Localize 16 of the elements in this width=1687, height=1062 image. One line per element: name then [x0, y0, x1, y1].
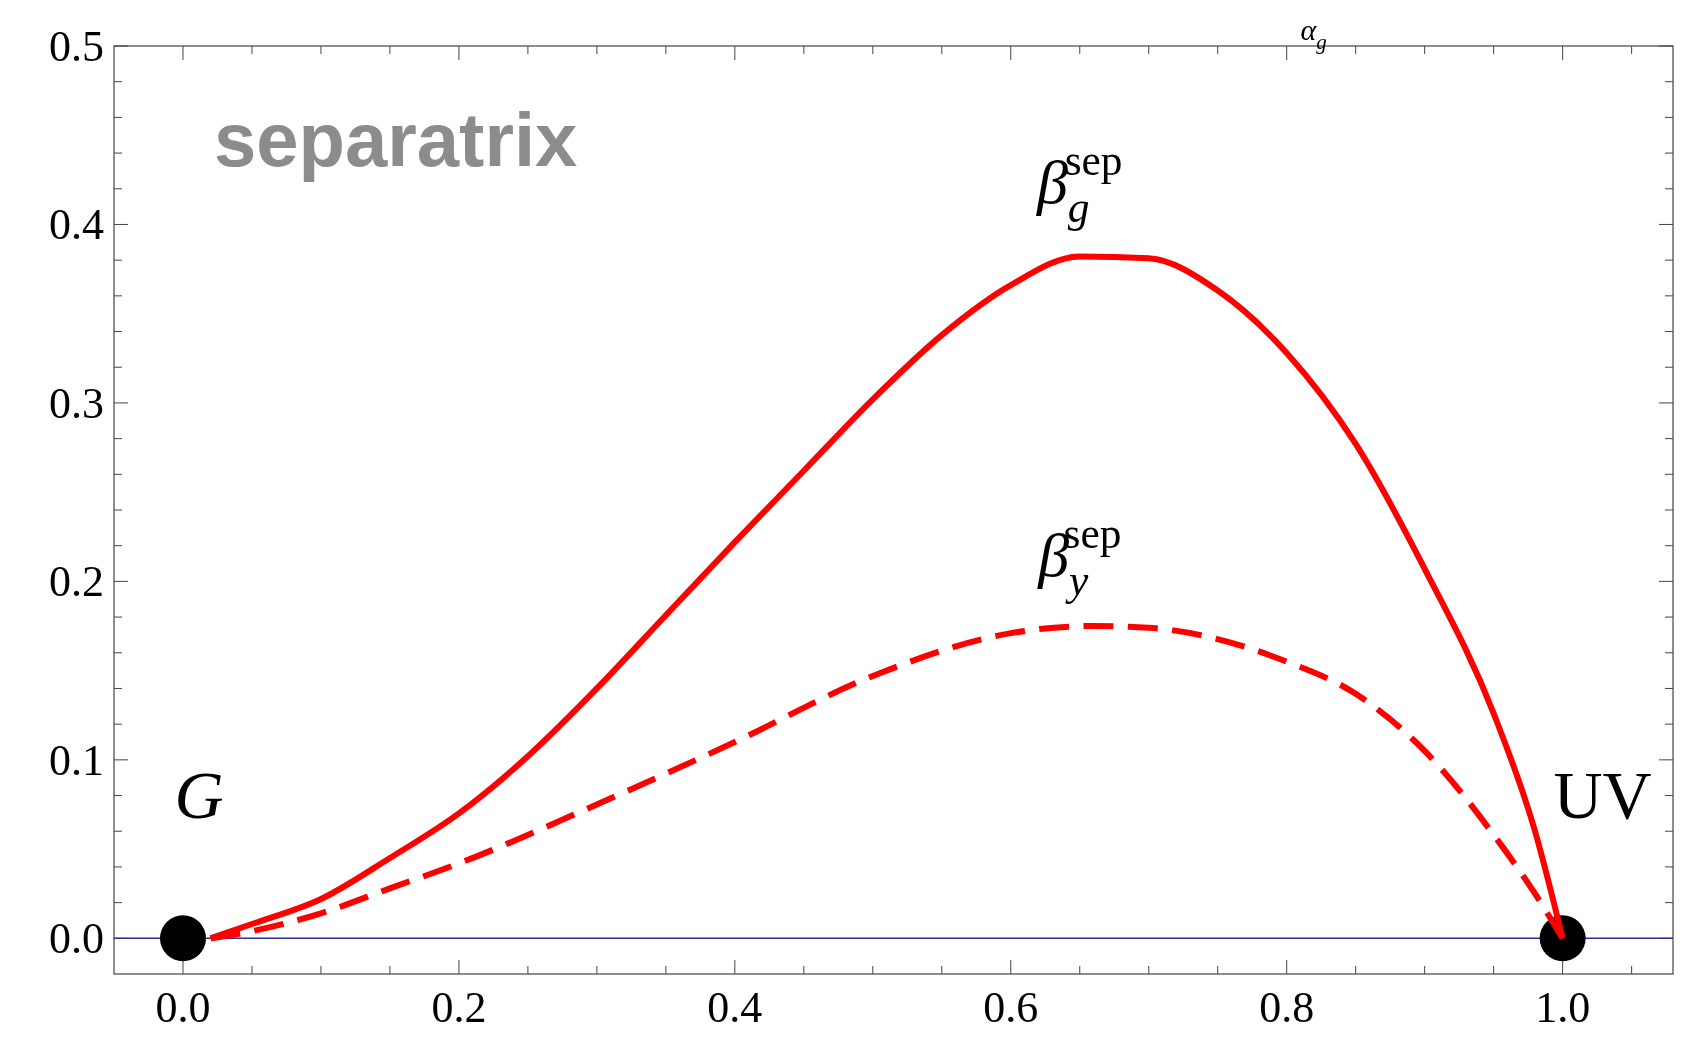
y-tick-label: 0.5	[49, 22, 104, 71]
x-tick-label: 0.8	[1259, 983, 1315, 1032]
x-tick-label: 1.0	[1535, 983, 1591, 1032]
x-tick-label: 0.2	[431, 983, 487, 1032]
y-tick-label: 0.4	[49, 200, 104, 250]
y-tick-label: 0.1	[49, 735, 104, 785]
y-tick-label: 0.0	[49, 914, 104, 964]
annotation: separatrix	[214, 97, 578, 182]
x-tick-label: 0.0	[155, 983, 211, 1032]
x-tick-label: 0.4	[707, 983, 763, 1032]
annotation: G	[174, 757, 224, 834]
x-tick-label: 0.6	[983, 983, 1039, 1032]
y-tick-label: 0.2	[49, 557, 104, 607]
y-tick-label: 0.3	[49, 378, 104, 428]
x-axis-title: α$_{g}$	[1300, 13, 1327, 54]
annotation: UV	[1553, 757, 1652, 834]
